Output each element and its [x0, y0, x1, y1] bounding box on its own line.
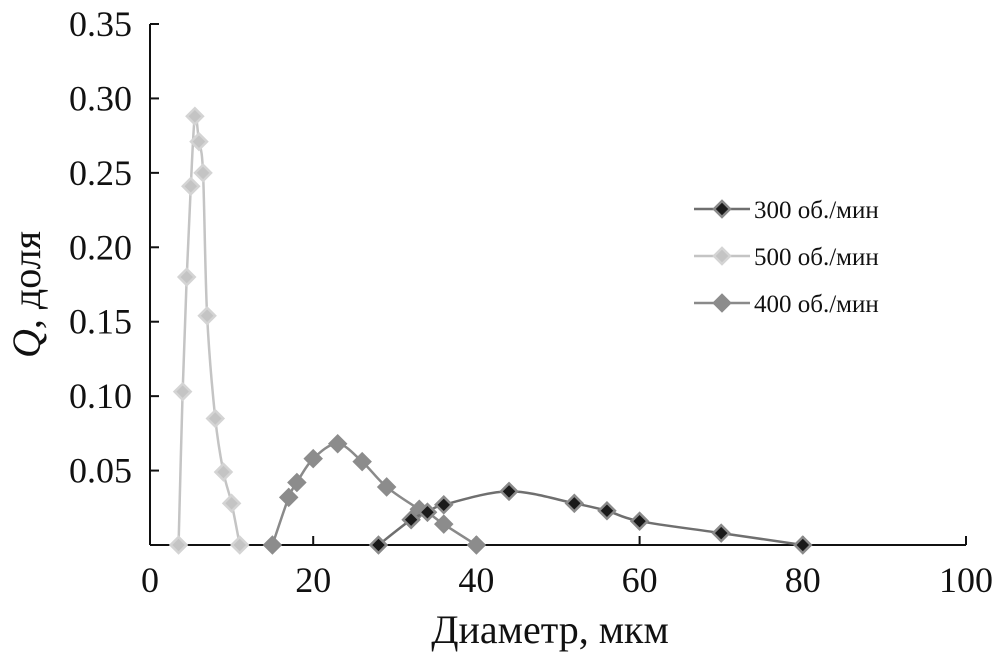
data-point	[352, 451, 372, 472]
x-tick-label: 80	[785, 560, 821, 600]
x-tick-label: 100	[939, 560, 993, 600]
data-point	[597, 500, 617, 521]
legend-label: 400 об./мин	[754, 291, 879, 318]
x-tick-label: 20	[295, 560, 331, 600]
legend-label: 300 об./мин	[754, 197, 879, 224]
data-point	[185, 106, 205, 127]
data-point	[278, 487, 299, 508]
legend-marker	[712, 293, 732, 313]
data-point	[711, 523, 731, 543]
legend-label: 500 об./мин	[754, 244, 879, 271]
data-point	[303, 448, 323, 469]
data-point	[327, 434, 348, 454]
data-point	[176, 267, 197, 287]
data-point	[564, 493, 585, 514]
y-ticks: 0.35 0.30 0.25 0.20 0.15 0.10 0.05	[69, 4, 159, 491]
data-point	[433, 495, 454, 515]
legend: 300 об./мин 500 об./мин 400 об./мин	[694, 197, 879, 318]
y-tick-label: 0.05	[69, 451, 132, 491]
data-point	[262, 535, 283, 555]
y-tick-label: 0.20	[69, 227, 132, 267]
x-axis-title: Диаметр, мкм	[431, 607, 669, 652]
data-point	[213, 462, 234, 482]
series-1	[168, 106, 250, 555]
data-point	[433, 514, 454, 534]
data-point	[172, 381, 193, 402]
series-0	[368, 481, 813, 555]
data-point	[466, 535, 487, 555]
data-point	[417, 502, 438, 523]
series-line	[177, 113, 241, 546]
data-point	[629, 511, 650, 531]
data-point	[221, 493, 242, 514]
x-ticks: 0 20 40 60 80 100	[141, 536, 993, 600]
legend-marker	[712, 246, 732, 266]
series-2	[262, 434, 487, 555]
data-point	[287, 472, 307, 493]
data-point	[189, 131, 209, 152]
x-tick-label: 0	[141, 560, 159, 600]
y-tick-label: 0.10	[69, 376, 132, 416]
data-point	[181, 176, 201, 197]
data-point	[368, 535, 389, 555]
y-tick-label: 0.15	[69, 302, 132, 342]
y-tick-label: 0.25	[69, 153, 132, 193]
legend-marker	[712, 199, 732, 219]
data-point	[793, 535, 813, 555]
data-point	[401, 509, 421, 530]
y-axis-title-unit: , доля	[4, 231, 49, 329]
y-tick-label: 0.35	[69, 4, 132, 44]
y-tick-label: 0.30	[69, 78, 132, 118]
x-tick-label: 60	[622, 560, 658, 600]
data-point	[499, 481, 519, 502]
y-axis-title: Q, доля	[4, 231, 49, 358]
data-point	[168, 535, 189, 555]
data-point	[197, 305, 217, 326]
data-point	[205, 408, 226, 429]
series-layer	[168, 106, 813, 555]
data-point	[229, 535, 250, 555]
x-tick-label: 40	[458, 560, 494, 600]
data-point	[193, 163, 213, 183]
y-axis-title-symbol: Q	[4, 329, 49, 358]
data-point	[376, 477, 397, 497]
axes: 0.35 0.30 0.25 0.20 0.15 0.10 0.05 0 20 40 60 80 10…	[69, 4, 993, 600]
